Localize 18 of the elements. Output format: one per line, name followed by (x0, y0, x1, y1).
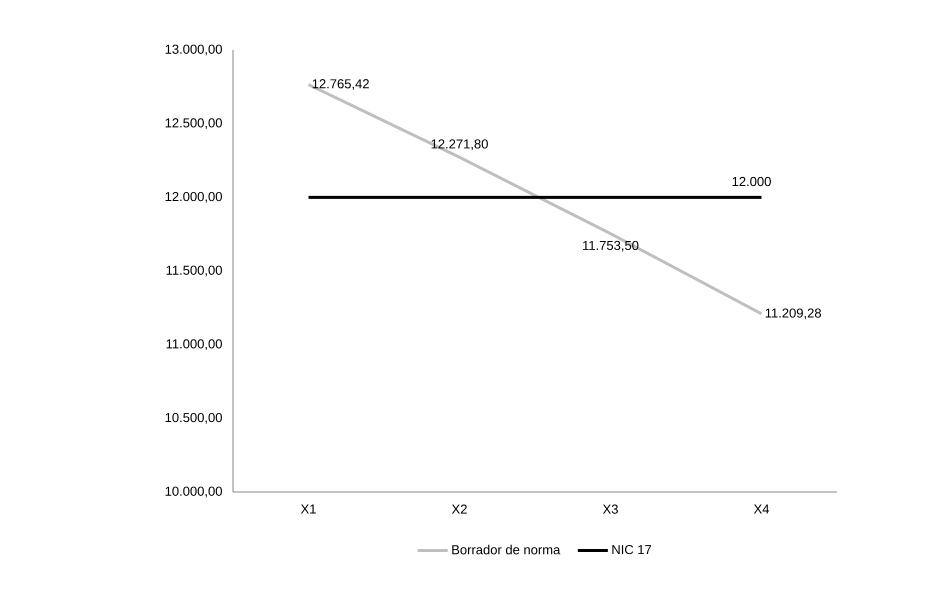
data-label: 12.271,80 (432, 139, 488, 150)
y-tick-label: 10.000,00 (166, 486, 222, 498)
y-tick-label: 10.500,00 (166, 412, 222, 424)
x-tick-label: X4 (754, 504, 770, 514)
y-tick-label: 13.000,00 (166, 44, 222, 56)
data-label: 11.209,28 (766, 308, 821, 320)
legend-label: NIC 17 (612, 544, 652, 554)
legend-label: Borrador de norma (452, 544, 560, 554)
x-tick-label: X3 (602, 504, 618, 514)
data-label: 11.753,50 (583, 240, 638, 252)
data-label: 12.765,42 (312, 79, 369, 90)
y-tick-label: 11.000,00 (166, 339, 222, 350)
y-tick-label: 11.500,00 (166, 266, 222, 276)
y-tick-label: 12.000,00 (166, 192, 222, 203)
y-tick-label: 12.500,00 (166, 118, 222, 130)
x-tick-label: X1 (300, 504, 316, 514)
x-tick-label: X2 (452, 504, 467, 514)
data-label: 12.000 (732, 176, 771, 186)
